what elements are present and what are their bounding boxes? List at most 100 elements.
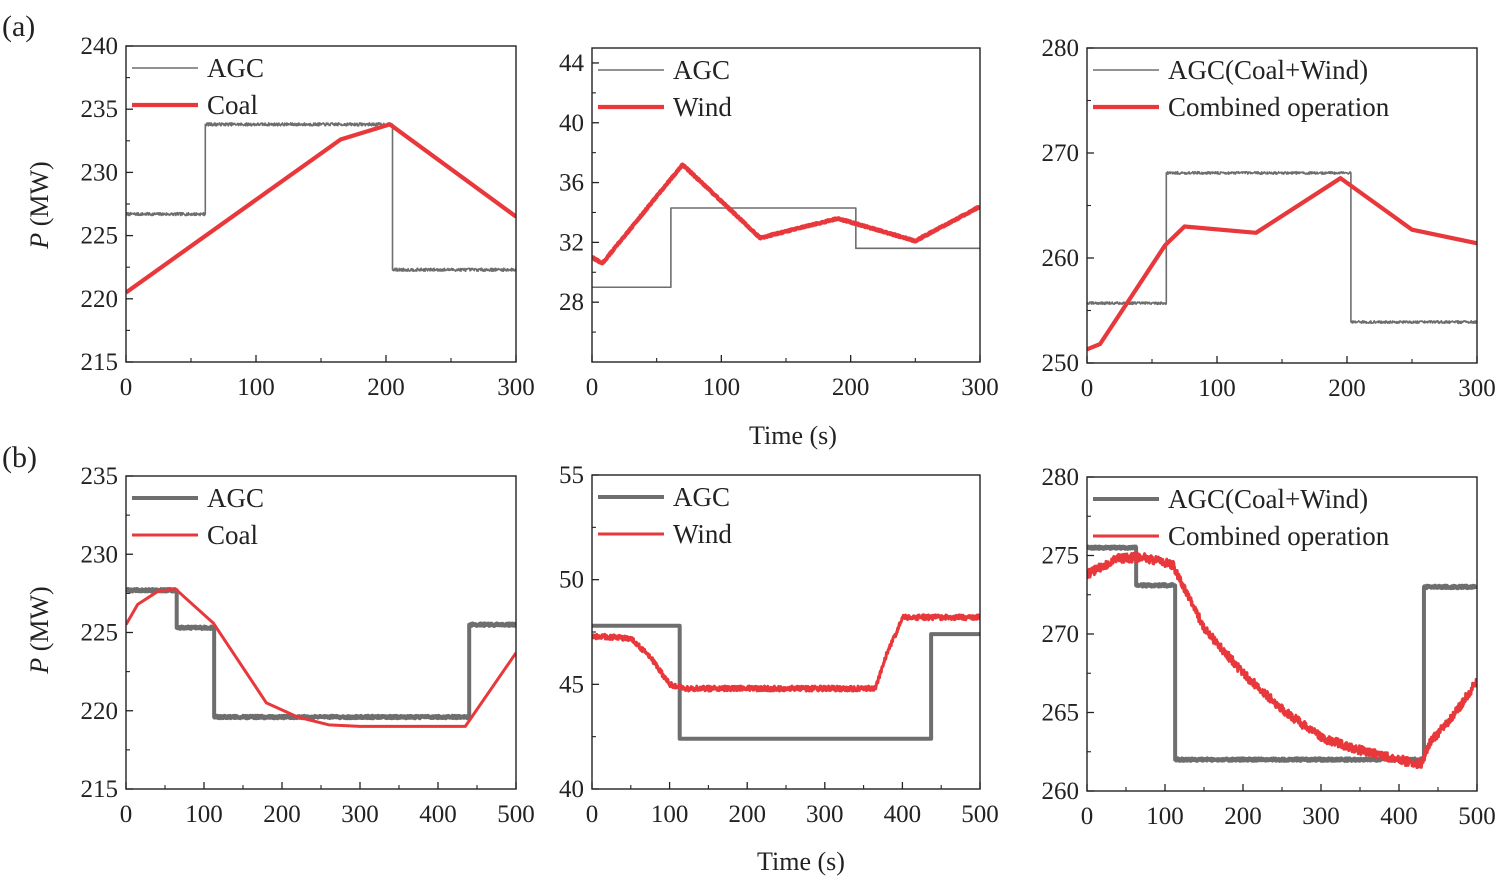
x-tick-label: 0 xyxy=(586,374,599,401)
y-axis-label-top: P (MW) xyxy=(25,161,54,249)
series-line-wind xyxy=(592,613,980,693)
x-tick-label: 100 xyxy=(237,374,275,401)
chart-a2: 0 100 200 300 28 32 36 40 44 AGC Wind xyxy=(559,47,999,401)
x-tick-label: 500 xyxy=(1458,803,1496,830)
y-tick-label: 270 xyxy=(1042,140,1080,167)
x-tick-label: 200 xyxy=(263,801,301,828)
series-group xyxy=(126,122,516,295)
y-tick-label: 225 xyxy=(81,620,119,647)
x-tick-label: 0 xyxy=(586,801,599,828)
x-tick-label: 400 xyxy=(884,801,922,828)
x-tick-label: 500 xyxy=(961,801,999,828)
series-line-combined-operation xyxy=(1087,176,1477,352)
y-tick-label: 36 xyxy=(559,170,584,197)
y-axis-label-bottom: P (MW) xyxy=(25,586,54,674)
series-line-agc xyxy=(592,207,980,289)
series-line-agc xyxy=(126,122,516,273)
x-tick-label: 0 xyxy=(120,801,133,828)
x-tick-label: 400 xyxy=(1380,803,1418,830)
y-tick-label: 280 xyxy=(1042,35,1080,62)
x-tick-label: 400 xyxy=(419,801,457,828)
series-line-agc-coal-wind- xyxy=(1087,544,1477,763)
x-tick-label: 300 xyxy=(1302,803,1340,830)
series-line-combined-operation xyxy=(1087,551,1477,770)
series-line-agc xyxy=(126,587,516,721)
x-tick-label: 200 xyxy=(1328,375,1366,402)
x-tick-label: 300 xyxy=(1458,375,1496,402)
legend-label: AGC(Coal+Wind) xyxy=(1168,484,1368,514)
y-tick-label: 40 xyxy=(559,110,584,137)
y-tick-label: 28 xyxy=(559,289,584,316)
x-tick-label: 300 xyxy=(341,801,379,828)
legend-label: Combined operation xyxy=(1168,521,1390,551)
series-group xyxy=(592,162,980,289)
row-label-a: (a) xyxy=(2,10,35,43)
chart-a3: 0 100 200 300 250 260 270 280 AGC(Coal+Wind) Comb… xyxy=(1042,35,1496,402)
x-tick-label: 100 xyxy=(651,801,689,828)
x-tick-label: 200 xyxy=(367,374,405,401)
y-tick-label: 45 xyxy=(559,671,584,698)
y-tick-label: 40 xyxy=(559,776,584,803)
x-tick-label: 0 xyxy=(1081,375,1094,402)
x-axis-label-bottom: Time (s) xyxy=(757,847,845,876)
legend-label: AGC(Coal+Wind) xyxy=(1168,55,1368,85)
plot-frame xyxy=(591,474,981,790)
x-tick-label: 300 xyxy=(806,801,844,828)
y-tick-label: 215 xyxy=(81,349,119,376)
y-tick-label: 230 xyxy=(81,541,119,568)
series-group xyxy=(126,587,516,728)
y-tick-label: 225 xyxy=(81,223,119,250)
legend-label: AGC xyxy=(207,483,264,513)
y-tick-label: 260 xyxy=(1042,778,1080,805)
legend-label: Wind xyxy=(673,92,732,122)
y-tick-label: 275 xyxy=(1042,543,1080,570)
y-tick-label: 44 xyxy=(559,50,585,77)
y-tick-label: 250 xyxy=(1042,350,1080,377)
legend-label: Coal xyxy=(207,90,258,120)
y-tick-label: 260 xyxy=(1042,245,1080,272)
series-group xyxy=(592,613,980,741)
chart-b3: 0 100 200 300 400 500 260 265 270 275 280 AGC(Coal+… xyxy=(1042,464,1496,830)
x-tick-label: 100 xyxy=(1146,803,1184,830)
x-axis-label-top: Time (s) xyxy=(749,421,837,450)
x-tick-label: 200 xyxy=(832,374,870,401)
x-tick-label: 300 xyxy=(497,374,535,401)
y-tick-label: 280 xyxy=(1042,464,1080,491)
y-tick-label: 215 xyxy=(81,776,119,803)
x-tick-label: 0 xyxy=(1081,803,1094,830)
chart-b1: 0 100 200 300 400 500 215 220 225 230 235 AGC Coal xyxy=(81,463,535,828)
y-tick-label: 32 xyxy=(559,229,584,256)
y-tick-label: 220 xyxy=(81,286,119,313)
legend-label: Combined operation xyxy=(1168,92,1390,122)
legend-label: AGC xyxy=(207,53,264,83)
series-line-coal xyxy=(126,587,516,728)
plot-frame xyxy=(125,45,517,363)
y-tick-label: 220 xyxy=(81,698,119,725)
series-line-coal xyxy=(126,122,516,295)
series-line-agc-coal-wind- xyxy=(1087,170,1477,325)
x-tick-label: 100 xyxy=(703,374,741,401)
x-tick-label: 100 xyxy=(1198,375,1236,402)
plot-frame xyxy=(125,475,517,790)
y-tick-label: 235 xyxy=(81,463,119,490)
series-line-agc xyxy=(592,623,980,741)
x-tick-label: 100 xyxy=(185,801,223,828)
legend-label: Wind xyxy=(673,519,732,549)
y-tick-label: 50 xyxy=(559,567,584,594)
x-tick-label: 0 xyxy=(120,374,133,401)
legend-label: Coal xyxy=(207,520,258,550)
series-line-wind xyxy=(592,162,980,266)
legend-label: AGC xyxy=(673,482,730,512)
x-tick-label: 300 xyxy=(961,374,999,401)
row-label-b: (b) xyxy=(2,441,37,474)
y-tick-label: 240 xyxy=(81,33,119,60)
x-tick-label: 200 xyxy=(1224,803,1262,830)
y-tick-label: 270 xyxy=(1042,621,1080,648)
legend-label: AGC xyxy=(673,55,730,85)
series-group xyxy=(1087,544,1477,770)
chart-b2: 0 100 200 300 400 500 40 45 50 55 AGC Wind xyxy=(559,462,999,828)
series-group xyxy=(1087,170,1477,352)
y-tick-label: 55 xyxy=(559,462,584,489)
y-tick-label: 235 xyxy=(81,96,119,123)
